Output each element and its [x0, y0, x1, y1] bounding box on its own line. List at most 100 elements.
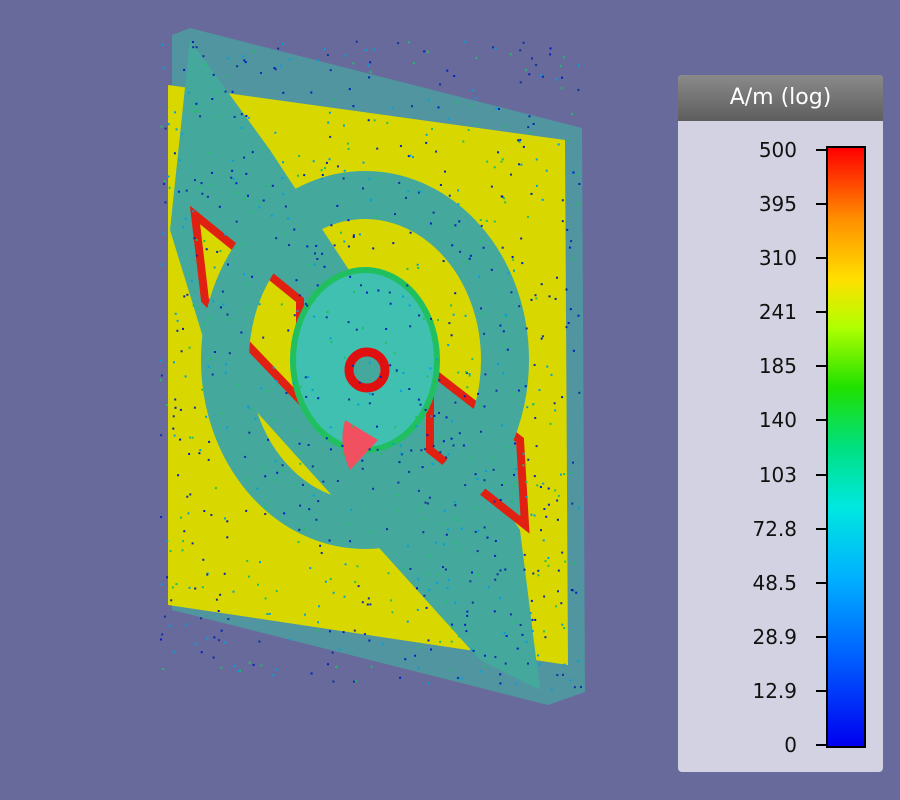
field-dot	[193, 406, 196, 409]
field-dot	[246, 559, 249, 562]
field-dot	[452, 444, 455, 447]
field-dot	[288, 244, 290, 247]
field-dot	[342, 177, 345, 180]
field-dot	[562, 673, 564, 676]
field-dot	[173, 651, 176, 654]
field-dot	[189, 436, 191, 439]
field-dot	[493, 610, 496, 613]
field-dot	[163, 615, 166, 618]
field-dot	[251, 408, 254, 411]
field-dot	[167, 123, 170, 126]
field-dot	[398, 181, 401, 184]
field-dot	[362, 327, 364, 330]
field-dot	[454, 401, 457, 404]
field-dot	[368, 392, 371, 395]
field-dot	[161, 263, 164, 266]
field-dot	[211, 98, 214, 100]
field-dot	[329, 448, 332, 451]
field-dot	[384, 341, 387, 344]
field-dot	[312, 494, 315, 497]
field-dot	[262, 199, 265, 202]
field-dot	[503, 482, 506, 484]
field-dot	[346, 142, 349, 145]
field-dot	[329, 630, 331, 633]
field-dot	[561, 396, 564, 399]
field-dot	[227, 57, 230, 60]
field-dot	[528, 73, 531, 76]
ring	[201, 171, 529, 549]
field-dot	[367, 119, 370, 122]
field-dot	[488, 586, 490, 589]
field-dot	[485, 219, 488, 222]
field-dot	[508, 446, 511, 449]
legend-tick-label: 500	[758, 138, 797, 162]
field-dot	[244, 478, 247, 481]
field-dot	[520, 237, 523, 240]
field-dot	[547, 503, 550, 506]
field-dot	[376, 215, 379, 218]
field-dot	[468, 257, 471, 260]
field-dot	[248, 661, 251, 664]
field-dot	[563, 627, 566, 630]
field-dot	[216, 116, 219, 119]
field-dot	[315, 245, 318, 247]
field-dot	[194, 587, 197, 590]
field-dot	[497, 363, 500, 366]
field-dot	[172, 427, 175, 430]
field-dot	[429, 367, 432, 370]
field-dot	[421, 466, 424, 469]
field-dot	[526, 406, 529, 409]
field-dot	[333, 244, 336, 247]
field-dot	[535, 64, 538, 67]
field-dot	[349, 540, 352, 543]
field-dot	[368, 76, 371, 79]
field-dot	[203, 510, 206, 512]
field-dot	[522, 41, 525, 44]
field-dot	[503, 197, 505, 200]
field-dot	[367, 64, 370, 67]
field-dot	[399, 145, 402, 147]
field-dot	[437, 319, 439, 321]
field-dot	[459, 250, 462, 253]
field-dot	[191, 41, 194, 43]
field-dot	[282, 91, 285, 94]
field-dot	[305, 395, 308, 398]
field-dot	[563, 473, 566, 475]
field-dot	[445, 600, 448, 603]
field-dot	[425, 133, 428, 136]
field-dot	[177, 190, 180, 193]
legend-tick-label: 12.9	[752, 678, 797, 703]
field-dot	[329, 337, 332, 340]
field-dot	[399, 444, 402, 447]
field-dot	[224, 90, 227, 93]
field-dot	[203, 322, 206, 325]
field-dot	[175, 128, 178, 131]
field-dot	[210, 514, 213, 516]
field-dot	[302, 483, 304, 486]
field-dot	[295, 483, 297, 486]
field-dot	[297, 174, 299, 177]
field-dot	[445, 456, 448, 459]
field-dot	[209, 358, 212, 360]
field-dot	[416, 608, 419, 611]
field-dot	[457, 676, 460, 679]
field-dot	[481, 312, 484, 315]
field-dot	[266, 389, 269, 392]
field-dot	[438, 436, 441, 439]
field-dot	[386, 121, 389, 124]
field-dot	[536, 484, 539, 487]
field-dot	[224, 641, 226, 644]
field-dot	[458, 220, 461, 223]
field-dot	[502, 372, 505, 375]
field-dot	[270, 214, 273, 217]
field-dot	[308, 508, 311, 511]
legend-tick-label: 72.8	[752, 516, 797, 541]
field-dot	[554, 489, 557, 492]
field-dot	[194, 642, 197, 645]
field-dot	[373, 48, 376, 51]
field-dot	[197, 307, 200, 310]
field-dot	[417, 398, 420, 401]
field-dot	[391, 106, 394, 109]
field-dot	[347, 523, 350, 526]
field-dot	[419, 509, 422, 512]
